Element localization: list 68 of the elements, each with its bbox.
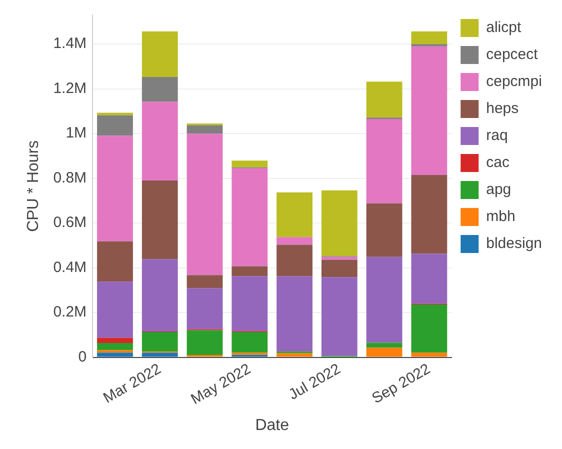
- bar: [97, 342, 133, 350]
- bar: [232, 266, 268, 276]
- legend-label: mbh: [486, 208, 516, 226]
- bar: [142, 76, 178, 102]
- bar: [276, 276, 312, 352]
- y-tick-label: 0.4M: [53, 258, 87, 276]
- bar: [276, 192, 312, 238]
- bar: [232, 276, 268, 332]
- bar: [366, 342, 402, 348]
- bar: [142, 352, 178, 357]
- bar: [276, 353, 312, 357]
- bar: [186, 330, 223, 356]
- y-tick-label: 1.2M: [53, 80, 87, 97]
- bar: [411, 31, 448, 44]
- bar: [186, 134, 223, 276]
- bar: [232, 160, 268, 168]
- bar: [411, 254, 448, 304]
- bar: [321, 277, 358, 356]
- y-axis-title: CPU * Hours: [25, 140, 42, 232]
- bar: [366, 82, 402, 118]
- legend-label: cepcmpi: [486, 73, 542, 90]
- bar: [97, 352, 133, 357]
- bar: [97, 338, 133, 343]
- legend-label: bldesign: [486, 235, 542, 252]
- bar: [411, 352, 448, 357]
- bar: [142, 102, 178, 181]
- bar: [186, 125, 223, 134]
- x-tick-label: Jul 2022: [286, 360, 344, 404]
- bar: [142, 31, 178, 77]
- bar: [411, 304, 448, 353]
- legend-label: cac: [486, 154, 510, 172]
- legend-label: alicpt: [486, 19, 522, 36]
- y-tick-label: 0: [78, 348, 87, 366]
- y-tick-label: 1M: [66, 124, 87, 142]
- x-tick-label: Sep 2022: [369, 360, 434, 408]
- bar: [186, 288, 223, 330]
- bar: [97, 136, 133, 242]
- bar: [276, 237, 312, 245]
- bar: [142, 332, 178, 352]
- bar: [142, 259, 178, 332]
- bar: [232, 332, 268, 353]
- bar: [411, 174, 448, 254]
- bar: [366, 256, 402, 343]
- bar: [232, 168, 268, 266]
- bar: [186, 275, 223, 288]
- bar: [97, 350, 133, 353]
- x-tick-label: Mar 2022: [100, 360, 164, 407]
- legend-label: apg: [486, 181, 512, 198]
- bar: [142, 180, 178, 260]
- y-tick-label: 1.4M: [53, 35, 87, 52]
- y-tick-label: 0.6M: [53, 214, 87, 232]
- bar: [321, 190, 358, 256]
- y-tick-label: 0.8M: [53, 169, 87, 186]
- x-axis-title: Date: [255, 416, 290, 434]
- bar: [321, 260, 358, 278]
- bar: [97, 282, 133, 338]
- legend-label: cepcect: [486, 46, 539, 64]
- legend-label: heps: [486, 100, 519, 118]
- bar: [366, 203, 402, 257]
- legend-label: raq: [486, 127, 508, 144]
- bar: [97, 241, 133, 282]
- bar: [411, 46, 448, 175]
- bar: [366, 348, 402, 357]
- bar: [366, 119, 402, 204]
- y-tick-label: 0.2M: [53, 304, 87, 321]
- bar: [97, 115, 133, 136]
- x-tick-label: May 2022: [188, 360, 254, 408]
- bar: [276, 244, 312, 276]
